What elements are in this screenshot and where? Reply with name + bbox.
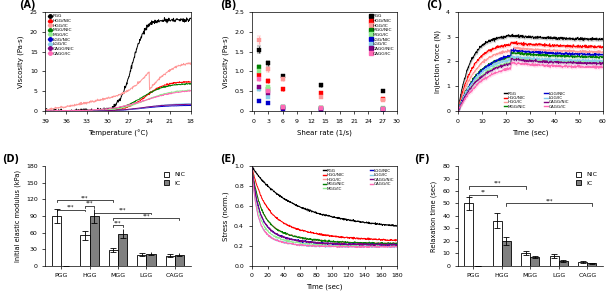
Legend: NIC, IC: NIC, IC bbox=[162, 169, 187, 188]
Text: ***: *** bbox=[86, 201, 93, 206]
X-axis label: Shear rate (1/s): Shear rate (1/s) bbox=[297, 129, 351, 136]
Text: (E): (E) bbox=[220, 154, 235, 164]
Text: ***: *** bbox=[67, 205, 75, 210]
Text: (D): (D) bbox=[2, 154, 19, 164]
Bar bbox=[118, 234, 127, 266]
Bar bbox=[587, 263, 596, 266]
Text: (A): (A) bbox=[19, 0, 36, 10]
Legend: NIC, IC: NIC, IC bbox=[574, 169, 600, 188]
Bar bbox=[81, 235, 90, 266]
Bar bbox=[559, 261, 568, 266]
Bar bbox=[90, 216, 99, 266]
Bar bbox=[147, 253, 156, 266]
Legend: LGG/NIC, LGG/IC, CAGG/NIC, CAGG/IC: LGG/NIC, LGG/IC, CAGG/NIC, CAGG/IC bbox=[543, 90, 571, 110]
Text: ***: *** bbox=[545, 199, 553, 204]
Bar bbox=[464, 204, 473, 266]
Bar bbox=[550, 256, 559, 266]
Bar bbox=[109, 250, 118, 266]
Legend: LGG/NIC, LGG/IC, CAGG/NIC, CAGG/IC: LGG/NIC, LGG/IC, CAGG/NIC, CAGG/IC bbox=[368, 167, 396, 188]
Y-axis label: Injection force (N): Injection force (N) bbox=[434, 30, 441, 93]
Text: (B): (B) bbox=[220, 0, 236, 10]
Legend: PGG, HGG/NIC, HGG/IC, MGG/NIC, MGG/IC, LGG/NIC, LGG/IC, CAGG/NIC, CAGG/IC: PGG, HGG/NIC, HGG/IC, MGG/NIC, MGG/IC, L… bbox=[46, 13, 76, 58]
Bar bbox=[578, 262, 587, 266]
X-axis label: Time (sec): Time (sec) bbox=[306, 284, 342, 291]
Legend: PGG, HGG/NIC, HGG/IC, MGG/NIC, MGG/IC, LGG/NIC, LGG/IC, CAGG/NIC, CAGG/IC: PGG, HGG/NIC, HGG/IC, MGG/NIC, MGG/IC, L… bbox=[368, 13, 396, 58]
Y-axis label: Relaxation time (sec): Relaxation time (sec) bbox=[430, 180, 437, 251]
Bar bbox=[138, 255, 147, 266]
Text: **: ** bbox=[481, 190, 485, 195]
Bar bbox=[521, 253, 530, 266]
Text: ***: *** bbox=[81, 195, 89, 200]
Bar bbox=[175, 255, 184, 266]
Bar bbox=[166, 256, 175, 266]
Text: ***: *** bbox=[119, 208, 126, 213]
Y-axis label: Viscosity (Pa·s): Viscosity (Pa·s) bbox=[222, 35, 228, 88]
Text: (C): (C) bbox=[426, 0, 442, 10]
Bar bbox=[493, 221, 502, 266]
X-axis label: Temperature (°C): Temperature (°C) bbox=[88, 129, 148, 137]
Bar bbox=[502, 241, 511, 266]
Y-axis label: Initial elastic modulus (kPa): Initial elastic modulus (kPa) bbox=[14, 170, 21, 262]
Text: ***: *** bbox=[143, 213, 150, 218]
Text: (F): (F) bbox=[415, 154, 430, 164]
Text: ***: *** bbox=[115, 220, 122, 225]
Text: ***: *** bbox=[494, 181, 501, 186]
X-axis label: Time (sec): Time (sec) bbox=[512, 129, 548, 136]
Y-axis label: Viscosity (Pa·s): Viscosity (Pa·s) bbox=[18, 35, 24, 88]
Y-axis label: Stress (norm.): Stress (norm.) bbox=[222, 191, 228, 241]
Bar bbox=[52, 216, 61, 266]
Bar bbox=[530, 257, 539, 266]
